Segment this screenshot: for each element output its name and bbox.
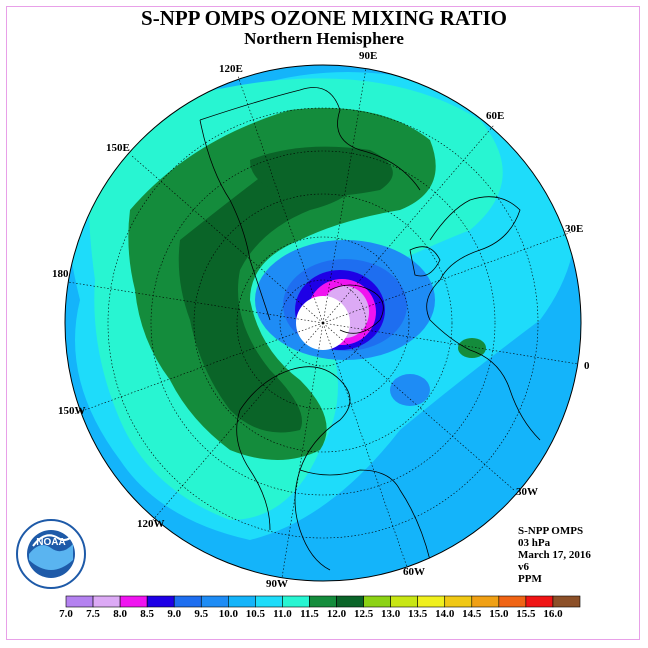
lon-label-120w: 120W [137, 518, 165, 530]
colorbar-swatch [228, 595, 256, 608]
colorbar-tick-label: 16.0 [543, 608, 563, 620]
coastlines [199, 87, 541, 571]
colorbar-swatch [552, 595, 581, 608]
colorbar-tick-label: 13.0 [381, 608, 401, 620]
colorbar-tick-label: 11.0 [273, 608, 292, 620]
lon-label-150e: 150E [106, 142, 130, 154]
lon-label-60e: 60E [486, 110, 505, 122]
colorbar-tick-label: 9.5 [194, 608, 209, 620]
latitude-circles [107, 107, 539, 539]
colorbar-swatch [336, 595, 364, 608]
lon-label-30e: 30E [565, 223, 584, 235]
colorbar-tick-label: 7.5 [86, 608, 100, 620]
colorbar-swatch [498, 595, 527, 608]
figure-frame [6, 6, 640, 640]
info-date: March 17, 2016 [518, 549, 591, 561]
map-boundary [64, 64, 582, 582]
colorbar-swatch [417, 595, 446, 608]
colorbar-tick-label: 15.0 [489, 608, 509, 620]
lon-label-60w: 60W [403, 566, 425, 578]
colorbar-tick-label: 14.5 [462, 608, 482, 620]
colorbar [65, 595, 581, 608]
info-units: PPM [518, 573, 542, 585]
colorbar-swatch [525, 595, 554, 608]
colorbar-tick-label: 12.0 [326, 608, 347, 620]
colorbar-swatch [255, 595, 283, 608]
colorbar-tick-label: 15.5 [516, 608, 536, 620]
info-instrument: S-NPP OMPS [518, 525, 584, 537]
lon-label-0: 0 [584, 360, 590, 372]
colorbar-tick-label: 8.5 [140, 608, 155, 620]
colorbar-tick-label: 7.0 [59, 608, 73, 620]
lon-label-90e: 90E [359, 50, 378, 62]
lon-label-180: 180 [52, 268, 69, 280]
colorbar-swatch [444, 595, 473, 608]
info-level: 03 hPa [518, 537, 551, 549]
colorbar-swatch [65, 595, 94, 608]
map-subtitle: Northern Hemisphere [244, 29, 404, 48]
map-title: S-NPP OMPS OZONE MIXING RATIO [141, 6, 507, 30]
colorbar-swatch [200, 595, 229, 608]
colorbar-tick-label: 13.5 [408, 608, 428, 620]
noaa-logo-text: NOAA [36, 537, 65, 548]
lon-label-150w: 150W [58, 405, 86, 417]
meridians [67, 67, 579, 579]
colorbar-tick-label: 9.0 [167, 608, 182, 620]
colorbar-tick-label: 10.5 [245, 608, 265, 620]
colorbar-swatch [363, 595, 391, 608]
colorbar-swatch [92, 595, 121, 608]
colorbar-swatch [471, 595, 500, 608]
colorbar-swatch [119, 595, 148, 608]
colorbar-tick-label: 8.0 [113, 608, 127, 620]
colorbar-tick-label: 10.0 [218, 608, 238, 620]
lon-label-120e: 120E [219, 63, 243, 75]
colorbar-swatch [146, 595, 175, 608]
colorbar-tick-label: 14.0 [435, 608, 455, 620]
lon-label-30w: 30W [516, 486, 538, 498]
noaa-logo: NOAA [16, 519, 86, 589]
colorbar-tick-label: 12.5 [353, 608, 374, 620]
info-version: v6 [518, 561, 529, 573]
colorbar-swatch [390, 595, 418, 608]
colorbar-swatch [173, 595, 202, 608]
colorbar-swatch [282, 595, 310, 608]
lon-label-90w: 90W [266, 578, 288, 590]
colorbar-tick-label: 11.5 [300, 608, 319, 620]
colorbar-swatch [309, 595, 337, 608]
